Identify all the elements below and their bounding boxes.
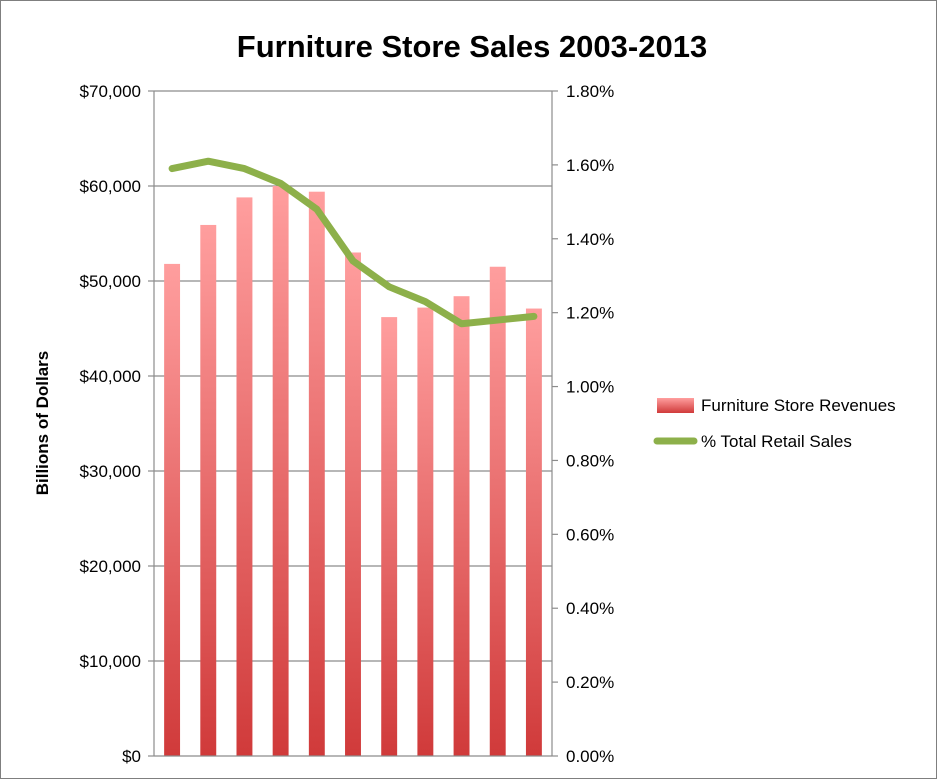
bar-2010 — [417, 308, 433, 756]
y2-tick-label: 1.60% — [566, 156, 614, 175]
y2-tick-label: 0.00% — [566, 747, 614, 766]
legend-swatch-revenues — [657, 398, 694, 413]
y-tick-label: $0 — [122, 747, 141, 766]
bar-2007 — [309, 192, 325, 756]
bar-2006 — [273, 186, 289, 756]
y-tick-label: $70,000 — [80, 82, 141, 101]
y2-tick-label: 0.20% — [566, 673, 614, 692]
y2-tick-label: 0.60% — [566, 525, 614, 544]
chart-title: Furniture Store Sales 2003-2013 — [237, 29, 707, 64]
legend-label-retail-share: % Total Retail Sales — [701, 432, 852, 451]
bar-2004 — [200, 225, 216, 756]
bar-2012 — [490, 267, 506, 756]
y-axis-label: Billions of Dollars — [33, 351, 52, 496]
y2-tick-label: 0.40% — [566, 599, 614, 618]
bar-2009 — [381, 317, 397, 756]
y-tick-label: $10,000 — [80, 652, 141, 671]
y2-tick-label: 1.40% — [566, 230, 614, 249]
y-tick-label: $30,000 — [80, 462, 141, 481]
y-tick-label: $20,000 — [80, 557, 141, 576]
legend-label-revenues: Furniture Store Revenues — [701, 396, 896, 415]
y2-tick-label: 1.20% — [566, 304, 614, 323]
y-tick-label: $60,000 — [80, 177, 141, 196]
bar-2003 — [164, 264, 180, 756]
bar-2013 — [526, 309, 542, 756]
bar-2005 — [236, 197, 252, 756]
bar-2011 — [454, 296, 470, 756]
y2-tick-label: 1.80% — [566, 82, 614, 101]
legend: Furniture Store Revenues % Total Retail … — [657, 396, 896, 451]
y-tick-label: $40,000 — [80, 367, 141, 386]
bar-2008 — [345, 253, 361, 757]
y2-tick-label: 1.00% — [566, 378, 614, 397]
y-tick-label: $50,000 — [80, 272, 141, 291]
y2-tick-label: 0.80% — [566, 451, 614, 470]
